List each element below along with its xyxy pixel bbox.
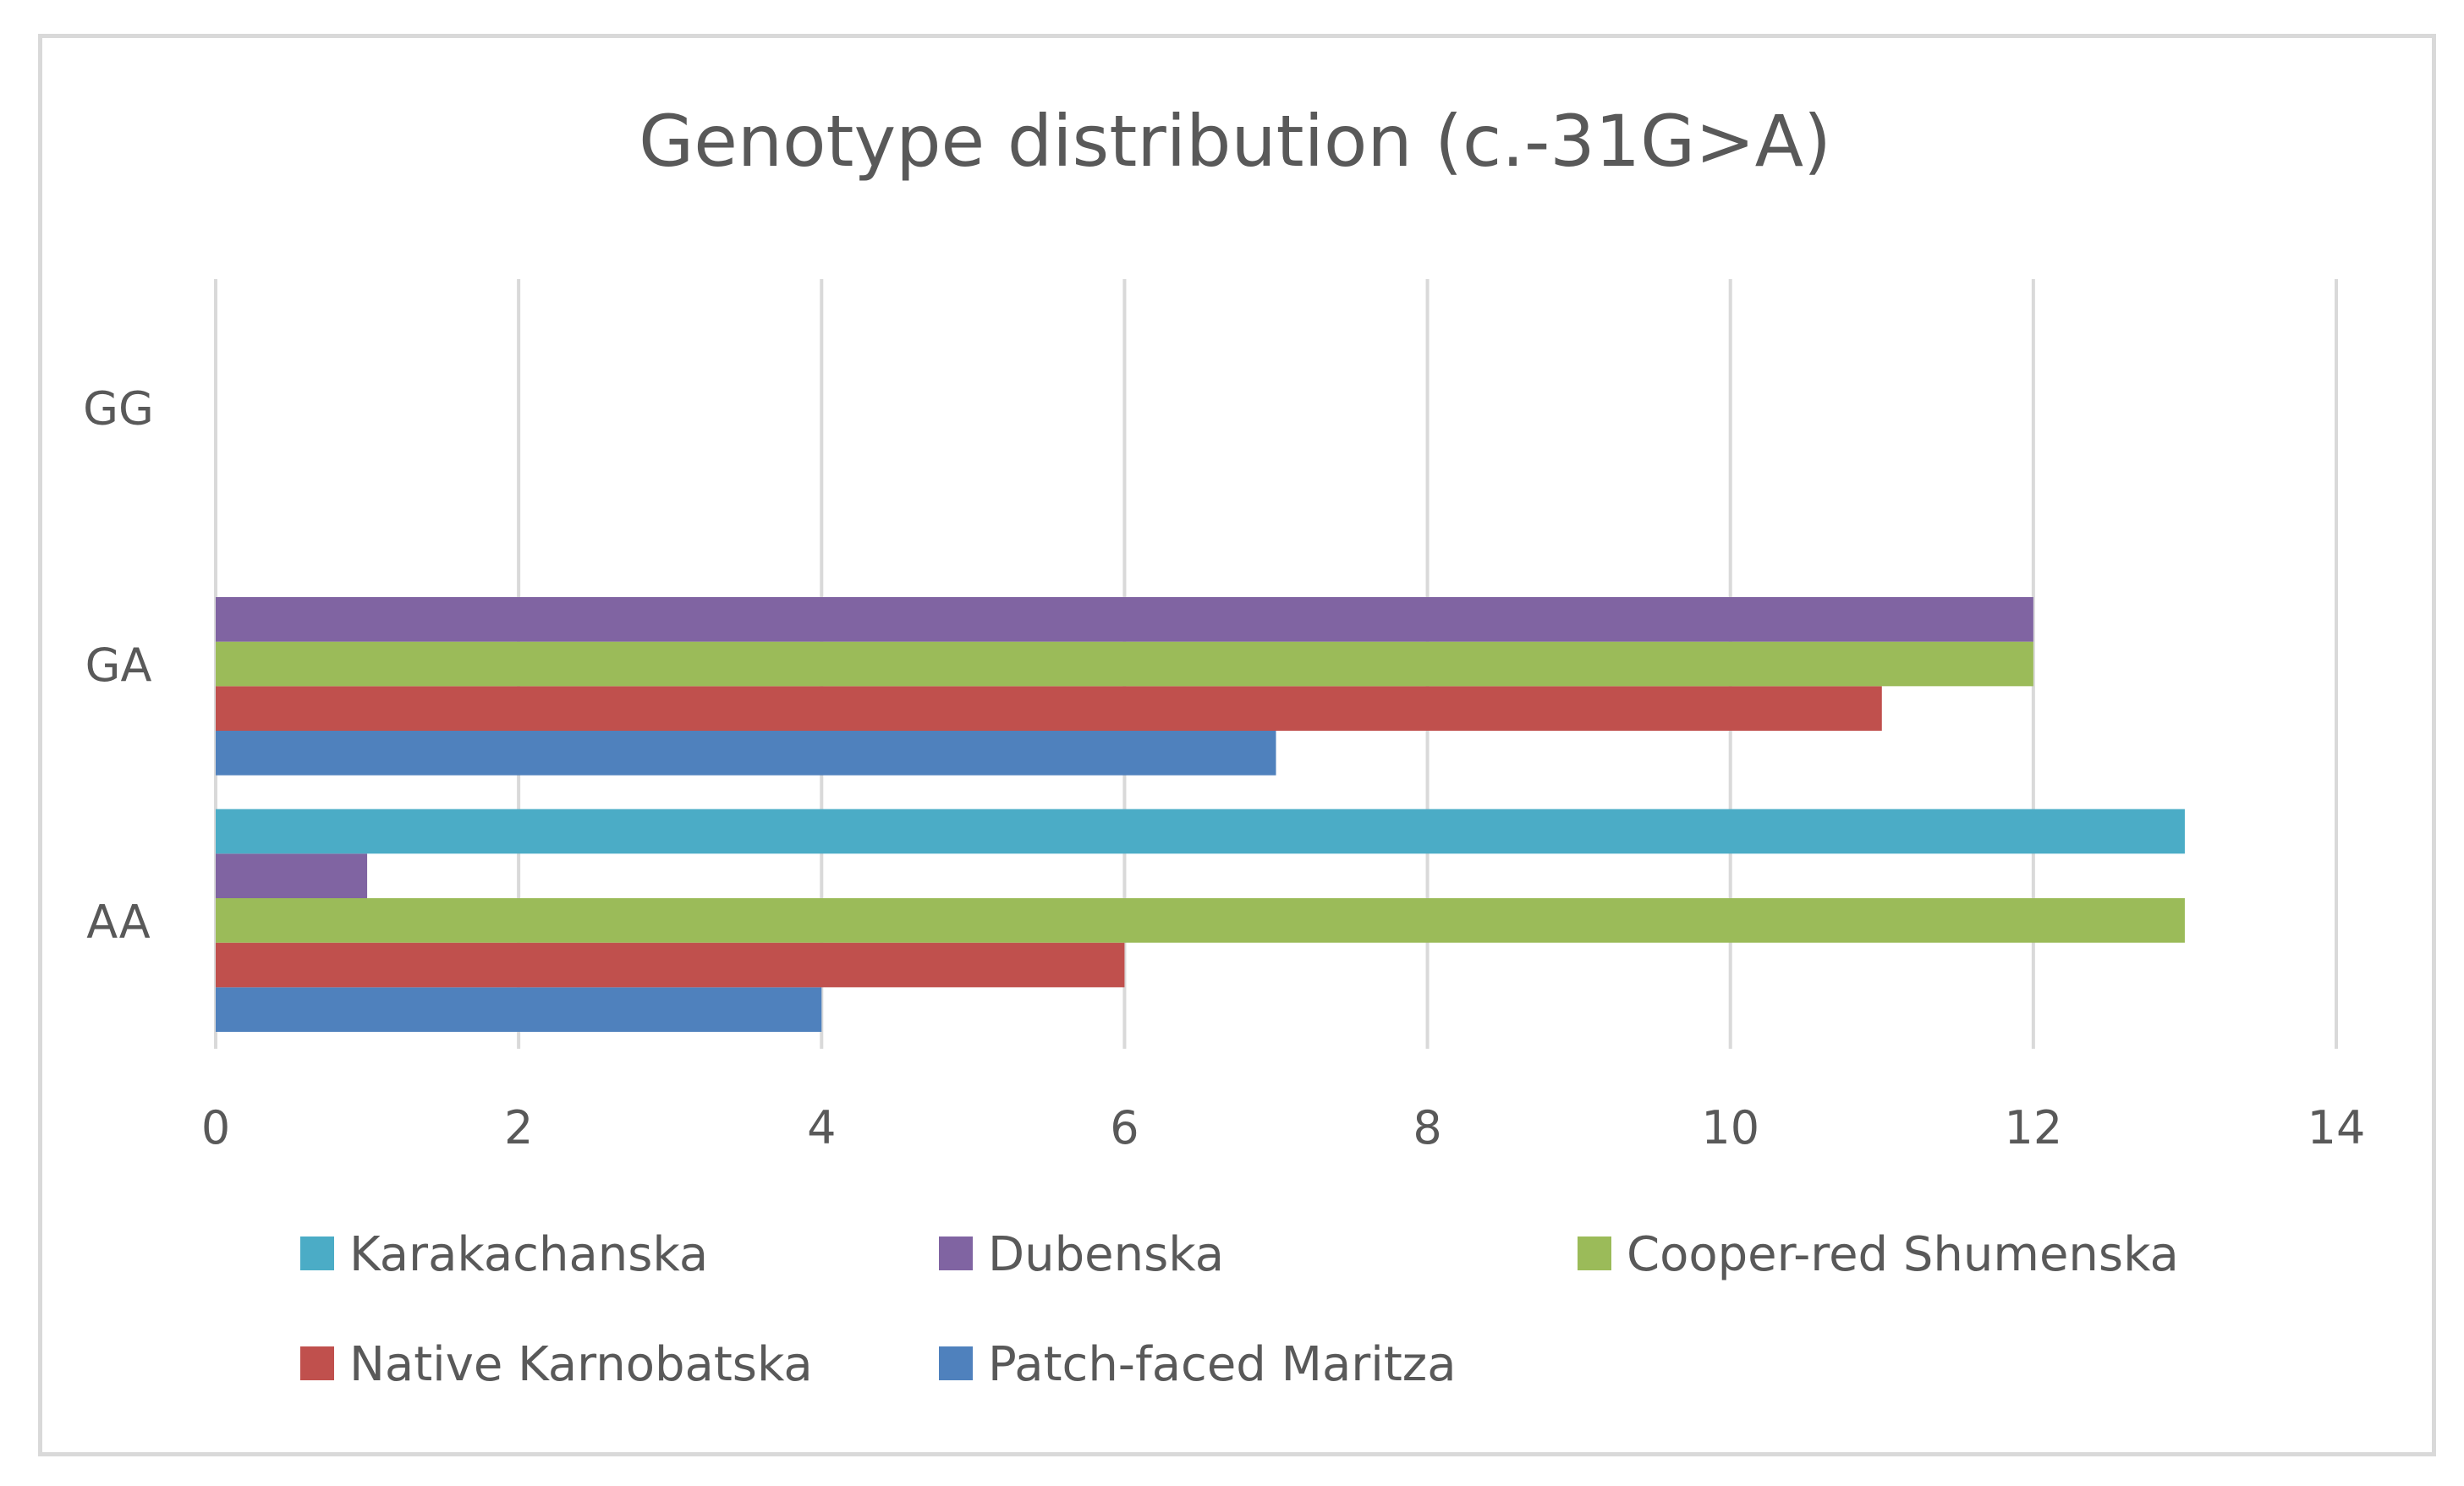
legend-label: Cooper-red Shumenska	[1627, 1227, 2179, 1282]
legend-label: Karakachanska	[349, 1227, 708, 1282]
x-tick-label: 0	[201, 1101, 230, 1154]
x-tick-label: 10	[1701, 1101, 1759, 1154]
bar-GA-0	[216, 731, 1276, 776]
bar-AA-1	[216, 942, 1125, 988]
bar-AA-2	[216, 898, 2185, 943]
y-category-label: GA	[85, 639, 152, 692]
y-category-label: AA	[86, 895, 150, 948]
axis-labels: 0 2 4 6 8 10 12 14 AA GA GG	[83, 382, 2365, 1154]
bar-GA-2	[216, 641, 2033, 687]
x-tick-label: 4	[807, 1101, 836, 1154]
legend-swatch	[939, 1237, 973, 1270]
legend-swatch	[1578, 1237, 1611, 1270]
legend-label: Native Karnobatska	[349, 1337, 813, 1392]
bar-GA-1	[216, 686, 1882, 731]
x-tick-label: 8	[1413, 1101, 1441, 1154]
x-tick-label: 2	[504, 1101, 533, 1154]
y-category-label: GG	[83, 382, 154, 436]
bars	[216, 597, 2185, 1032]
legend: Karakachanska Dubenska Cooper-red Shumensk…	[300, 1227, 2179, 1392]
legend-swatch	[939, 1346, 973, 1380]
bar-AA-0	[216, 987, 822, 1032]
x-tick-label: 6	[1110, 1101, 1139, 1154]
bar-GA-3	[216, 597, 2033, 642]
legend-swatch	[300, 1346, 334, 1380]
legend-label: Patch-faced Maritza	[988, 1337, 1457, 1392]
legend-label: Dubenska	[988, 1227, 1224, 1282]
x-tick-label: 14	[2308, 1101, 2366, 1154]
bar-AA-3	[216, 853, 368, 898]
legend-swatch	[300, 1237, 334, 1270]
chart-title: Genotype distribution (c.-31G>A)	[639, 100, 1831, 183]
bar-AA-4	[216, 809, 2185, 854]
x-tick-label: 12	[2004, 1101, 2062, 1154]
